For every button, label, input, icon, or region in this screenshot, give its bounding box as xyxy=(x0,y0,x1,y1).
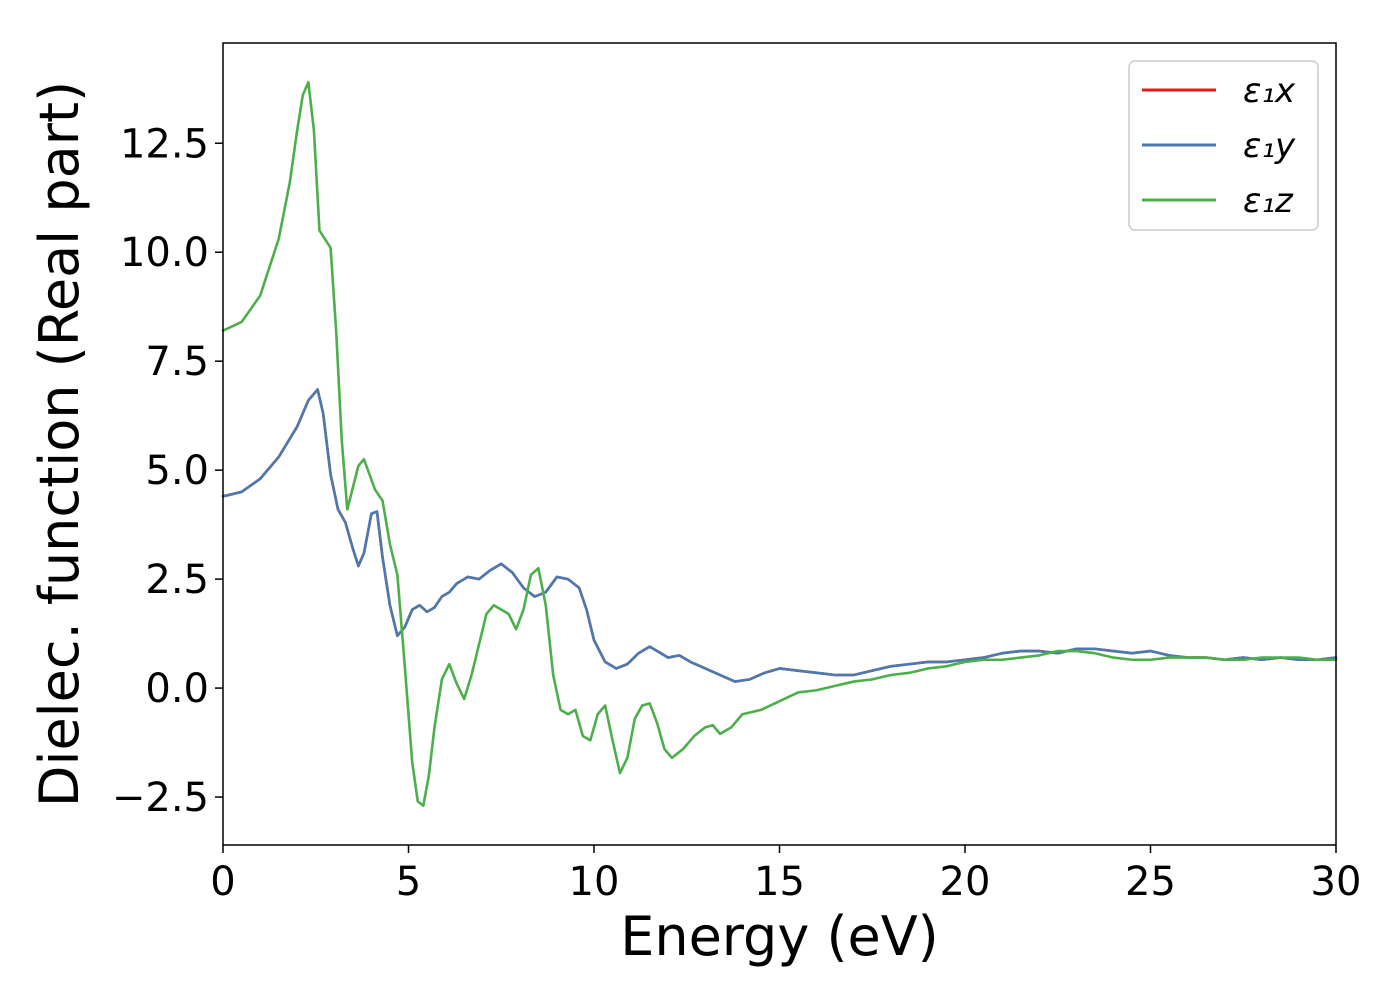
y-tick-label: 0.0 xyxy=(145,666,209,712)
x-axis: 0 5 10 15 20 25 30 xyxy=(210,845,1361,905)
x-tick-label: 0 xyxy=(210,859,235,905)
y-tick-label: 5.0 xyxy=(145,448,209,494)
y-tick-label: 2.5 xyxy=(145,557,209,603)
series-layer xyxy=(221,80,1338,808)
legend-items: ε₁x ε₁y ε₁z xyxy=(1142,71,1296,221)
legend-box xyxy=(1128,60,1319,231)
x-tick-label: 20 xyxy=(940,859,991,905)
x-tick-label: 5 xyxy=(396,859,421,905)
x-axis-title: Energy (eV) xyxy=(620,905,939,968)
legend-label: ε₁x xyxy=(1243,71,1296,111)
legend-label: ε₁y xyxy=(1243,126,1296,166)
x-tick-label: 10 xyxy=(569,859,620,905)
y-axis-title: Dielec. function (Real part) xyxy=(28,81,91,807)
series-line-2 xyxy=(221,388,1338,683)
y-axis: −2.5 0.0 2.5 5.0 7.5 10.0 12.5 xyxy=(112,121,223,821)
x-tick-label: 25 xyxy=(1125,859,1176,905)
legend: ε₁x ε₁y ε₁z xyxy=(1128,60,1319,231)
y-tick-label: 7.5 xyxy=(145,339,209,385)
series-line-3 xyxy=(221,80,1338,808)
y-tick-label: 10.0 xyxy=(120,230,209,276)
x-tick-label: 15 xyxy=(754,859,805,905)
x-tick-label: 30 xyxy=(1311,859,1362,905)
y-tick-label: −2.5 xyxy=(112,775,209,821)
y-tick-label: 12.5 xyxy=(120,121,209,167)
legend-label: ε₁z xyxy=(1243,181,1294,221)
